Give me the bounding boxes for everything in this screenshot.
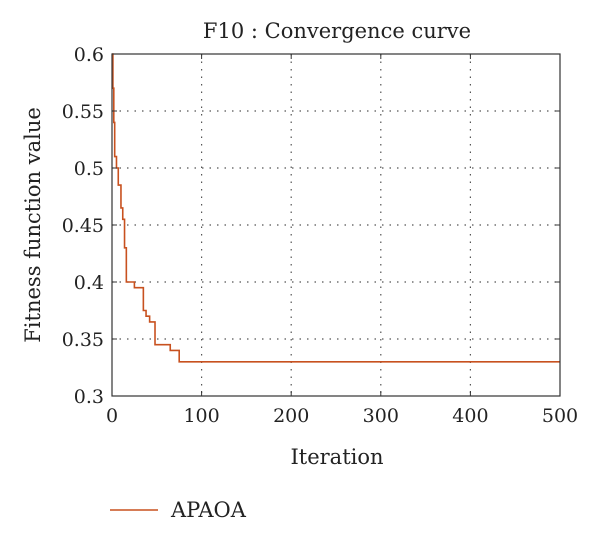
y-tick-label: 0.4: [74, 272, 104, 294]
chart-title: F10 : Convergence curve: [203, 19, 471, 43]
x-tick-label: 0: [106, 405, 118, 427]
y-tick-label: 0.55: [62, 101, 104, 123]
y-axis-title: Fitness function value: [21, 107, 45, 343]
x-tick-label: 500: [542, 405, 578, 427]
series-layer: [112, 53, 560, 363]
legend: APAOA: [110, 498, 247, 522]
y-tick-label: 0.5: [74, 158, 104, 180]
x-tick-labels: 0 100 200 300 400 500: [106, 405, 578, 427]
x-axis-title: Iteration: [290, 445, 383, 469]
tick-marks: [111, 53, 561, 397]
x-tick-label: 100: [183, 405, 219, 427]
y-tick-label: 0.6: [74, 44, 104, 66]
x-tick-label: 400: [452, 405, 488, 427]
grid-lines: [112, 54, 560, 396]
y-tick-label: 0.3: [74, 386, 104, 408]
y-tick-label: 0.35: [62, 329, 104, 351]
y-tick-labels: 0.3 0.35 0.4 0.45 0.5 0.55 0.6: [62, 44, 104, 408]
x-tick-label: 300: [363, 405, 399, 427]
series-line-apaoa: [112, 53, 560, 363]
y-tick-label: 0.45: [62, 215, 104, 237]
plot-area-frame: [111, 53, 561, 397]
x-tick-label: 200: [273, 405, 309, 427]
legend-label-apaoa: APAOA: [170, 498, 247, 522]
